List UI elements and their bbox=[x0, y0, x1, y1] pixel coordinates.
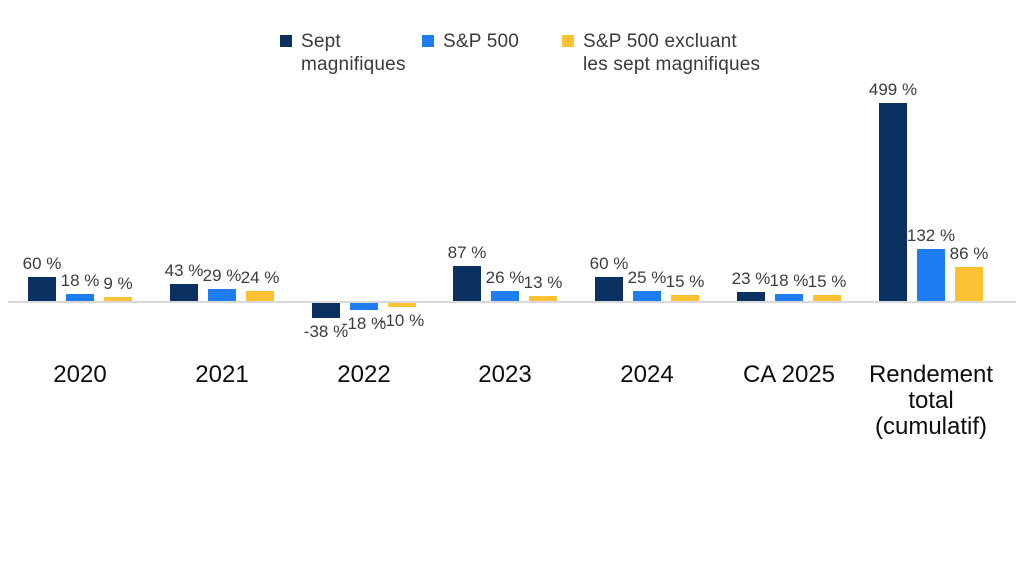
bar bbox=[246, 291, 274, 301]
legend-label: Sept magnifiques bbox=[301, 31, 406, 75]
bar-value-label: -10 % bbox=[379, 311, 425, 330]
bar bbox=[633, 291, 661, 301]
category-label: 2020 bbox=[53, 361, 107, 388]
category-label: Rendement total (cumulatif) bbox=[868, 361, 994, 440]
bar-value-label: 43 % bbox=[164, 261, 204, 280]
bar bbox=[388, 303, 416, 307]
legend-swatch bbox=[562, 35, 574, 47]
bar bbox=[671, 295, 699, 301]
category-label: CA 2025 bbox=[742, 361, 836, 388]
bar-value-label: 13 % bbox=[523, 273, 563, 292]
bar-value-label: 15 % bbox=[807, 272, 847, 291]
bar-value-label: 9 % bbox=[103, 274, 133, 293]
bar-value-label: -18 % bbox=[341, 314, 387, 333]
bar-value-label: 25 % bbox=[627, 268, 667, 287]
bar bbox=[104, 297, 132, 301]
legend-label: S&P 500 bbox=[443, 31, 520, 52]
bar-value-label: 26 % bbox=[485, 268, 525, 287]
bar-value-label: 499 % bbox=[868, 80, 918, 99]
bar bbox=[312, 303, 340, 318]
category-label: 2022 bbox=[337, 361, 391, 388]
bar-value-label: 29 % bbox=[202, 266, 242, 285]
bar bbox=[917, 249, 945, 301]
bar-value-label: 86 % bbox=[949, 244, 989, 263]
bar bbox=[453, 266, 481, 301]
bar bbox=[775, 294, 803, 301]
bar bbox=[66, 294, 94, 301]
bar-value-label: 23 % bbox=[731, 269, 771, 288]
bar bbox=[350, 303, 378, 310]
bar bbox=[955, 267, 983, 301]
legend-item: Sept magnifiques bbox=[280, 30, 406, 76]
category-label: 2023 bbox=[478, 361, 532, 388]
bar-value-label: 60 % bbox=[22, 254, 62, 273]
category-label: 2021 bbox=[195, 361, 249, 388]
bar-value-label: 132 % bbox=[906, 226, 956, 245]
legend-swatch bbox=[280, 35, 292, 47]
legend-item: S&P 500 excluant les sept magnifiques bbox=[562, 30, 760, 76]
bar bbox=[491, 291, 519, 301]
x-axis-line bbox=[8, 301, 1016, 303]
bar bbox=[879, 103, 907, 301]
category-label: 2024 bbox=[620, 361, 674, 388]
bar-value-label: -38 % bbox=[303, 322, 349, 341]
bar-value-label: 60 % bbox=[589, 254, 629, 273]
bar-value-label: 15 % bbox=[665, 272, 705, 291]
legend-label: S&P 500 excluant les sept magnifiques bbox=[583, 31, 761, 75]
bar bbox=[529, 296, 557, 301]
bar bbox=[208, 289, 236, 301]
legend-item: S&P 500 bbox=[422, 30, 519, 53]
bar-value-label: 24 % bbox=[240, 268, 280, 287]
bar bbox=[28, 277, 56, 301]
bar-value-label: 18 % bbox=[769, 271, 809, 290]
bar bbox=[170, 284, 198, 301]
bar bbox=[737, 292, 765, 301]
bar-value-label: 87 % bbox=[447, 243, 487, 262]
bar bbox=[595, 277, 623, 301]
legend-swatch bbox=[422, 35, 434, 47]
bar-value-label: 18 % bbox=[60, 271, 100, 290]
bar bbox=[813, 295, 841, 301]
